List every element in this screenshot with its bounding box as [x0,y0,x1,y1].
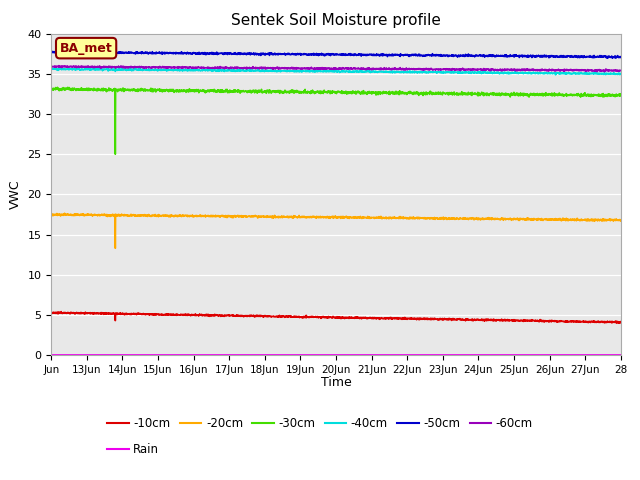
Title: Sentek Soil Moisture profile: Sentek Soil Moisture profile [231,13,441,28]
Legend: Rain: Rain [102,438,164,461]
Y-axis label: VWC: VWC [9,180,22,209]
Text: BA_met: BA_met [60,42,113,55]
X-axis label: Time: Time [321,376,351,389]
